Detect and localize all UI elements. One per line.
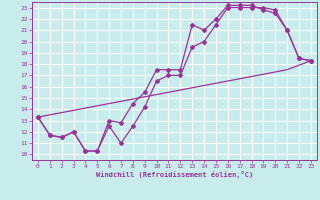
X-axis label: Windchill (Refroidissement éolien,°C): Windchill (Refroidissement éolien,°C): [96, 171, 253, 178]
